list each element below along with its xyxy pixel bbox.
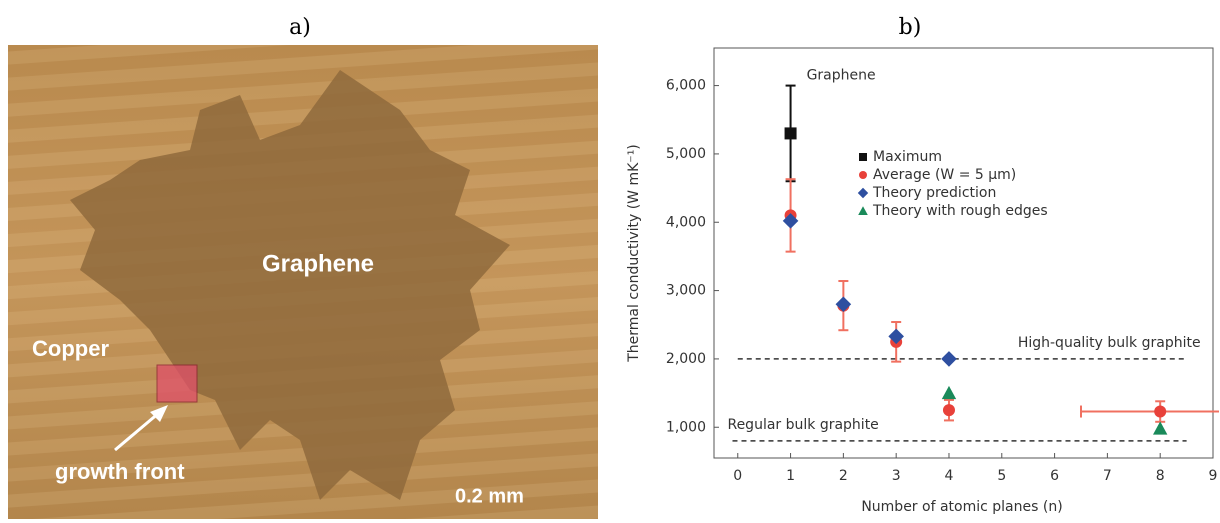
y-axis-label: Thermal conductivity (W mK⁻¹) <box>626 144 642 363</box>
data-point <box>835 296 852 313</box>
x-tick-label: 5 <box>997 468 1006 484</box>
image-label: 0.2 mm <box>455 485 524 507</box>
reference-label: Regular bulk graphite <box>727 417 878 433</box>
panel-label: a) <box>289 15 311 40</box>
legend-label: Theory prediction <box>872 185 996 201</box>
x-tick-label: 3 <box>892 468 901 484</box>
micrograph: Graphene Copper growth front 0.2 mm <box>8 45 598 519</box>
image-label: Graphene <box>262 250 374 277</box>
x-tick-label: 7 <box>1103 468 1112 484</box>
panel-label: b) <box>899 15 922 40</box>
legend-label: Maximum <box>873 149 942 165</box>
data-point <box>784 127 797 140</box>
x-axis-label: Number of atomic planes (n) <box>861 499 1062 515</box>
data-point <box>1154 405 1167 418</box>
x-tick-label: 9 <box>1209 468 1218 484</box>
y-tick-label: 3,000 <box>666 283 706 299</box>
annotation: Graphene <box>807 67 876 83</box>
reference-label: High-quality bulk graphite <box>1018 335 1201 351</box>
x-tick-label: 1 <box>786 468 795 484</box>
data-point <box>782 213 799 229</box>
y-tick-label: 6,000 <box>666 78 706 94</box>
x-tick-label: 2 <box>839 468 848 484</box>
data-point <box>941 351 957 367</box>
image-label: growth front <box>55 459 185 484</box>
y-tick-label: 1,000 <box>666 419 706 435</box>
legend-label: Average (W = 5 μm) <box>873 167 1016 183</box>
legend-label: Theory with rough edges <box>872 203 1048 219</box>
y-tick-label: 5,000 <box>666 146 706 162</box>
y-tick-label: 2,000 <box>666 351 706 367</box>
legend-marker <box>857 187 869 199</box>
data-point <box>942 404 955 417</box>
data-point <box>888 328 904 345</box>
data-point <box>1152 421 1168 435</box>
x-tick-label: 0 <box>733 468 742 484</box>
data-point <box>941 385 957 400</box>
legend-marker <box>859 153 867 161</box>
plot-frame <box>713 47 1214 459</box>
y-tick-label: 4,000 <box>666 214 706 230</box>
image-label: Copper <box>32 336 109 361</box>
legend-marker <box>858 206 868 215</box>
x-tick-label: 8 <box>1156 468 1165 484</box>
x-tick-label: 6 <box>1050 468 1059 484</box>
x-tick-label: 4 <box>945 468 954 484</box>
legend-marker <box>859 171 867 179</box>
